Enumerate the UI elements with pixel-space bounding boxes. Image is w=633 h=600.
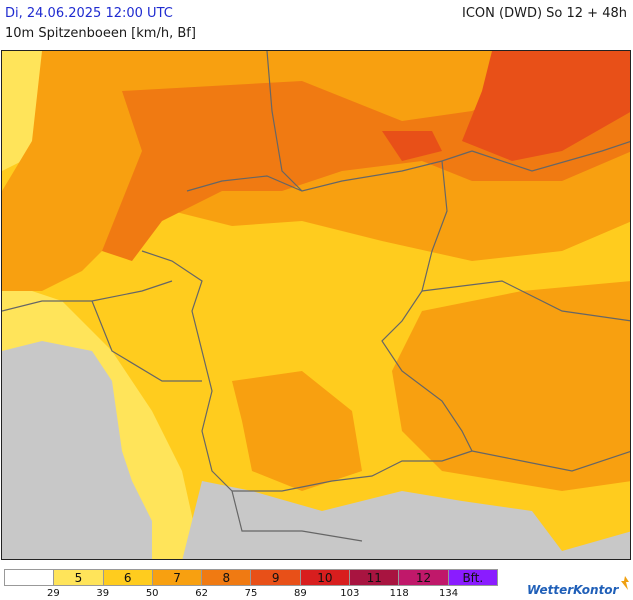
border-poland-south [421, 280, 630, 322]
forecast-date: Di, 24.06.2025 12:00 UTC [5, 6, 173, 21]
legend-ticks: 29 39 50 62 75 89 103 118 134 [4, 588, 498, 600]
map-canvas [2, 51, 630, 559]
logo-mark-icon [621, 576, 629, 590]
legend-tick: 89 [294, 588, 307, 599]
model-run-label: ICON (DWD) So 12 + 48h [462, 6, 627, 21]
legend-tick: 75 [244, 588, 258, 599]
legend-tick: 29 [47, 588, 60, 599]
zone-no-data-alps [182, 481, 630, 559]
border-austria-slovakia [471, 450, 630, 472]
country-borders [2, 51, 630, 542]
coastline-north [186, 150, 473, 192]
legend-tick: 50 [145, 588, 159, 599]
wetterkontor-logo: WetterKontor [527, 583, 619, 597]
border-west-germany [141, 250, 233, 492]
zone-no-data-west [2, 341, 152, 559]
border-denmark [266, 51, 303, 192]
legend-tick: 62 [195, 588, 208, 599]
zone-bf9-baltic [382, 131, 442, 161]
legend-cell: Bft. [448, 569, 498, 586]
border-east-germany [381, 160, 473, 452]
legend-cell: 10 [300, 569, 351, 586]
legend-cell: 6 [103, 569, 153, 586]
legend-bar: 5 6 7 8 9 10 11 12 Bft. [4, 569, 498, 586]
border-switzerland [231, 490, 363, 542]
gust-map [1, 50, 631, 560]
legend-cell: 7 [152, 569, 203, 586]
border-south-germany [232, 450, 473, 492]
legend-tick: 118 [389, 588, 409, 599]
zone-bf9-northeast [462, 51, 630, 161]
legend-cell: 12 [399, 569, 449, 586]
border-france [91, 300, 202, 382]
zone-bf7-east [392, 281, 630, 491]
legend-tick: 103 [340, 588, 360, 599]
legend-cell: 5 [54, 569, 104, 586]
zone-bf7-south [232, 371, 362, 491]
legend-tick: 134 [439, 588, 459, 599]
legend-cell [4, 569, 55, 586]
border-poland-north [471, 141, 630, 172]
legend-cell: 8 [202, 569, 252, 586]
legend-cell: 9 [251, 569, 301, 586]
legend-cell: 11 [350, 569, 400, 586]
legend-tick: 39 [96, 588, 110, 599]
parameter-label: 10m Spitzenboeen [km/h, Bf] [5, 26, 196, 41]
